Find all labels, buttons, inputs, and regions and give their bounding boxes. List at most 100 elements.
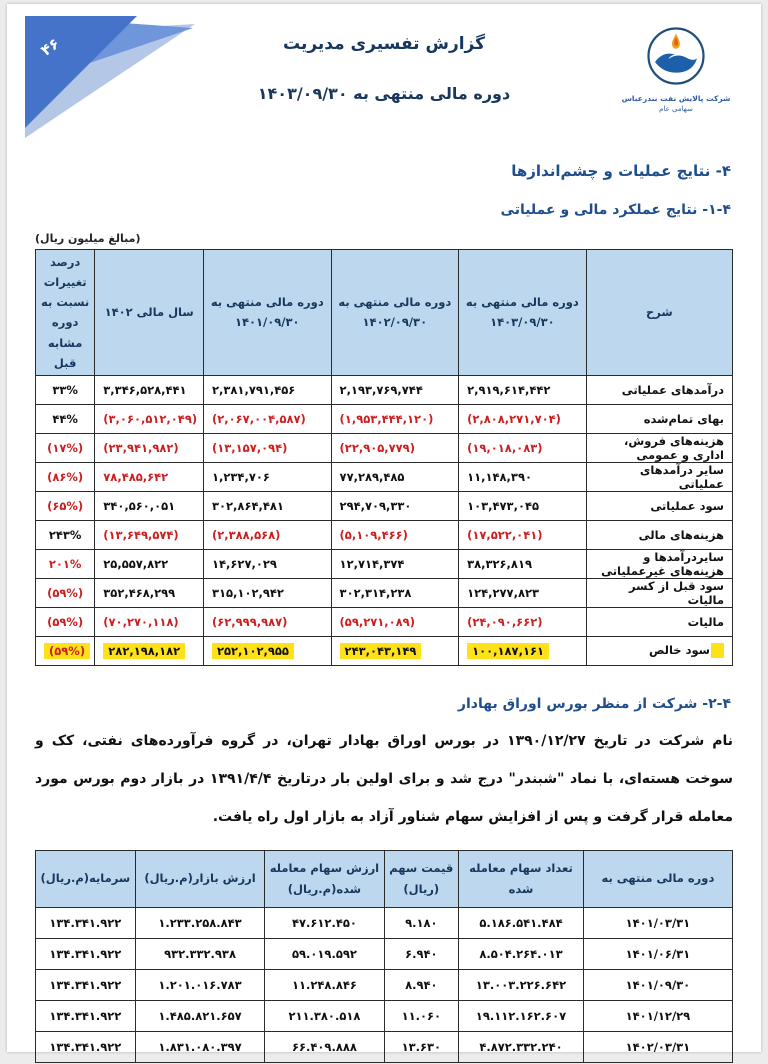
section-heading-financial-performance: ۴‏-‏۱‏- نتایج عملکرد مالی و عملیاتی xyxy=(500,202,731,218)
cell-capital: ۱۳۴.۳۴۱.۹۲۲ xyxy=(35,906,136,939)
cell-value: (۶۲,۹۹۹,۹۸۷) xyxy=(203,606,332,637)
cell-percent: ۲۰۱% xyxy=(34,548,96,579)
cell-percent: (۸۶%) xyxy=(34,461,96,492)
row-label: سود قبل از کسر مالیات xyxy=(585,577,734,608)
table-row: سود عملیاتی ۱۰۳,۴۷۳,۰۴۵ ۲۹۴,۷۰۹,۳۳۰ ۳۰۲,… xyxy=(34,490,734,521)
row-label: بهای تمام‌شده xyxy=(585,403,734,434)
report-header: گزارش تفسیری مدیریت دوره مالی منتهی به ۱… xyxy=(7,34,761,103)
row-label: هزینه‌های مالی xyxy=(585,519,734,550)
cell-price: ۶.۹۴۰ xyxy=(383,937,460,970)
col-header-period-1403: دوره مالی منتهی به ۱۴۰۳/۰۹/۳۰ xyxy=(458,249,587,376)
row-label: مالیات xyxy=(585,606,734,637)
col-header-fiscal-year: سال مالی ۱۴۰۲ xyxy=(94,249,204,376)
net-profit-row: سود خالص ۱۰۰,۱۸۷,۱۶۱ ۲۴۳,۰۴۳,۱۴۹ ۲۵۲,۱۰۲… xyxy=(34,635,734,666)
financial-performance-table: شرح دوره مالی منتهی به ۱۴۰۳/۰۹/۳۰ دوره م… xyxy=(34,249,734,666)
cell-value: ۳۰۲,۸۶۴,۴۸۱ xyxy=(203,490,332,521)
page-content: ۴‏- نتایج عملیات و چشم‌اندازها ۴‏-‏۱‏- ن… xyxy=(7,154,761,1063)
cell-value: ۷۸,۴۸۵,۶۴۲ xyxy=(94,461,204,492)
table-header-row: شرح دوره مالی منتهی به ۱۴۰۳/۰۹/۳۰ دوره م… xyxy=(34,249,734,376)
col-header-capital: سرمایه(م.ریال) xyxy=(35,849,136,908)
cell-price: ۱۳.۶۳۰ xyxy=(383,1030,460,1063)
cell-period: ۱۴۰۲/۰۳/۳۱ xyxy=(582,1030,734,1063)
col-header-share-price: قیمت سهم (ریال) xyxy=(383,849,460,908)
cell-percent: (۵۹%) xyxy=(34,606,96,637)
cell-trade-value: ۶۶.۴۰۹.۸۸۸ xyxy=(264,1030,385,1063)
row-label: درآمدهای عملیاتی xyxy=(585,374,734,405)
table-row: مالیات (۲۴,۰۹۰,۶۶۲) (۵۹,۲۷۱,۰۸۹) (۶۲,۹۹۹… xyxy=(34,606,734,637)
cell-trade-value: ۱۱.۲۴۸.۸۴۶ xyxy=(264,968,385,1001)
cell-value: (۱۳,۱۵۷,۰۹۴) xyxy=(203,432,332,463)
cell-value: (۲,۸۰۸,۲۷۱,۷۰۴) xyxy=(458,403,587,434)
flame-and-wave-logo-icon xyxy=(647,27,705,85)
cell-trade-value: ۴۷.۶۱۲.۴۵۰ xyxy=(264,906,385,939)
cell-value: ۲,۹۱۹,۶۱۴,۴۴۲ xyxy=(458,374,587,405)
col-header-shares-traded: تعداد سهام معامله شده xyxy=(458,849,584,908)
cell-market-value: ۱.۴۸۵.۸۲۱.۶۵۷ xyxy=(134,999,266,1032)
report-title: گزارش تفسیری مدیریت xyxy=(282,34,486,54)
cell-period: ۱۴۰۱/۰۹/۳۰ xyxy=(582,968,734,1001)
table-row: هزینه‌های فروش، اداری و عمومی (۱۹,۰۱۸,۰۸… xyxy=(34,432,734,463)
cell-value-highlighted: ۱۰۰,۱۸۷,۱۶۱ xyxy=(458,635,587,666)
company-logo: شرکت پالایش نفت بندرعباس سهامی عام xyxy=(621,26,731,113)
cell-capital: ۱۳۴.۳۴۱.۹۲۲ xyxy=(35,1030,136,1063)
cell-percent: ۳۳% xyxy=(34,374,96,405)
cell-value: (۳,۰۶۰,۵۱۲,۰۴۹) xyxy=(94,403,204,434)
table-row: هزینه‌های مالی (۱۷,۵۲۲,۰۴۱) (۵,۱۰۹,۴۶۶) … xyxy=(34,519,734,550)
col-header-trade-value: ارزش سهام معامله شده(م.ریال) xyxy=(264,849,385,908)
cell-value: ۲,۳۸۱,۷۹۱,۴۵۶ xyxy=(203,374,332,405)
cell-shares: ۱۹.۱۱۲.۱۶۲.۶۰۷ xyxy=(458,999,584,1032)
cell-value: (۷۰,۲۷۰,۱۱۸) xyxy=(94,606,204,637)
cell-value: ۷۷,۲۸۹,۴۸۵ xyxy=(330,461,460,492)
cell-value: ۳۸,۳۲۶,۸۱۹ xyxy=(458,548,587,579)
cell-value: ۳۴۰,۵۶۰,۰۵۱ xyxy=(94,490,204,521)
cell-value: (۵۹,۲۷۱,۰۸۹) xyxy=(330,606,460,637)
cell-shares: ۴.۸۷۲.۳۳۲.۲۴۰ xyxy=(458,1030,584,1063)
cell-price: ۸.۹۴۰ xyxy=(383,968,460,1001)
cell-value: ۱,۲۳۴,۷۰۶ xyxy=(203,461,332,492)
cell-market-value: ۱.۸۳۱.۰۸۰.۳۹۷ xyxy=(134,1030,266,1063)
row-label: سایر درآمدهای عملیاتی xyxy=(585,461,734,492)
col-header-period-1402: دوره مالی منتهی به ۱۴۰۲/۰۹/۳۰ xyxy=(330,249,460,376)
cell-percent: ۴۴% xyxy=(34,403,96,434)
report-period: دوره مالی منتهی به ۱۴۰۳/۰۹/۳۰ xyxy=(257,84,511,103)
cell-shares: ۵.۱۸۶.۵۴۱.۴۸۴ xyxy=(458,906,584,939)
table-row: ۱۴۰۱/۰۶/۳۱ ۸.۵۰۴.۲۶۴.۰۱۳ ۶.۹۴۰ ۵۹.۰۱۹.۵۹… xyxy=(35,937,734,970)
corner-triangle-icon xyxy=(25,16,195,138)
cell-value: ۱۲,۷۱۴,۳۷۴ xyxy=(330,548,460,579)
company-name: شرکت پالایش نفت بندرعباس xyxy=(621,94,731,103)
cell-value: ۳,۳۴۶,۵۲۸,۴۴۱ xyxy=(94,374,204,405)
col-header-market-value: ارزش بازار(م.ریال) xyxy=(134,849,266,908)
cell-period: ۱۴۰۱/۱۲/۲۹ xyxy=(582,999,734,1032)
cell-market-value: ۹۳۲.۳۳۲.۹۳۸ xyxy=(134,937,266,970)
cell-market-value: ۱.۲۳۳.۲۵۸.۸۴۳ xyxy=(134,906,266,939)
table-row: سایر درآمدهای عملیاتی ۱۱,۱۴۸,۳۹۰ ۷۷,۲۸۹,… xyxy=(34,461,734,492)
cell-value: (۲۴,۰۹۰,۶۶۲) xyxy=(458,606,587,637)
corner-graphic: ۴۶ xyxy=(25,16,200,146)
company-type: سهامی عام xyxy=(659,105,693,113)
units-note: (مبالغ میلیون ریال) xyxy=(35,232,141,245)
table-header-row: دوره مالی منتهی به تعداد سهام معامله شده… xyxy=(35,849,734,908)
cell-value-highlighted: ۲۴۳,۰۴۳,۱۴۹ xyxy=(330,635,460,666)
table-row: بهای تمام‌شده (۲,۸۰۸,۲۷۱,۷۰۴) (۱,۹۵۳,۴۴۴… xyxy=(34,403,734,434)
cell-capital: ۱۳۴.۳۴۱.۹۲۲ xyxy=(35,999,136,1032)
col-header-description: شرح xyxy=(585,249,734,376)
cell-shares: ۸.۵۰۴.۲۶۴.۰۱۳ xyxy=(458,937,584,970)
cell-value: ۱۰۳,۴۷۳,۰۴۵ xyxy=(458,490,587,521)
cell-price: ۱۱.۰۶۰ xyxy=(383,999,460,1032)
row-label: هزینه‌های فروش، اداری و عمومی xyxy=(585,432,734,463)
cell-value: ۱۲۴,۲۷۷,۸۲۳ xyxy=(458,577,587,608)
highlight-mark xyxy=(711,643,724,659)
cell-value: ۲۹۴,۷۰۹,۳۳۰ xyxy=(330,490,460,521)
table-row: سود قبل از کسر مالیات ۱۲۴,۲۷۷,۸۲۳ ۳۰۲,۳۱… xyxy=(34,577,734,608)
cell-value: ۲,۱۹۳,۷۶۹,۷۴۴ xyxy=(330,374,460,405)
report-page: ۴۶ گزارش تفسیری مدیریت دوره مالی منتهی ب… xyxy=(7,4,761,1063)
cell-capital: ۱۳۴.۳۴۱.۹۲۲ xyxy=(35,937,136,970)
cell-shares: ۱۳.۰۰۳.۲۲۶.۶۴۲ xyxy=(458,968,584,1001)
cell-value: ۱۱,۱۴۸,۳۹۰ xyxy=(458,461,587,492)
cell-percent-highlighted: (۵۹%) xyxy=(34,635,96,666)
cell-trade-value: ۵۹.۰۱۹.۵۹۲ xyxy=(264,937,385,970)
cell-period: ۱۴۰۱/۰۳/۳۱ xyxy=(582,906,734,939)
cell-percent: (۵۹%) xyxy=(34,577,96,608)
cell-value: (۱۳,۶۴۹,۵۷۴) xyxy=(94,519,204,550)
stock-exchange-table: دوره مالی منتهی به تعداد سهام معامله شده… xyxy=(35,849,734,1063)
